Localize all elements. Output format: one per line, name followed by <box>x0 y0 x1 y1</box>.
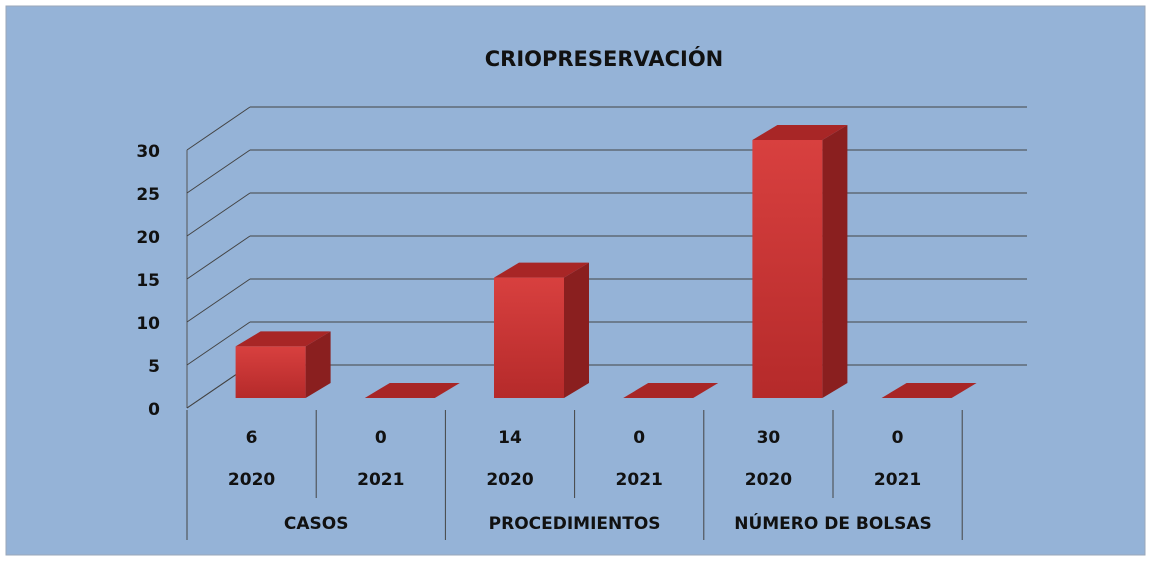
group-label: CASOS <box>284 514 349 534</box>
bar-side <box>822 125 848 398</box>
data-label: 6 <box>246 428 258 448</box>
bar-side <box>305 331 331 398</box>
bar <box>881 383 977 398</box>
grid-line <box>186 192 251 237</box>
data-label: 14 <box>498 428 522 448</box>
bar <box>752 125 848 398</box>
y-tick-label: 20 <box>136 228 160 248</box>
x-tick-label: 2020 <box>745 470 792 490</box>
group-label: PROCEDIMIENTOS <box>489 514 661 534</box>
bar-top <box>235 331 331 347</box>
x-tick-label: 2021 <box>357 470 404 490</box>
y-tick-label: 5 <box>148 357 160 377</box>
bar-top <box>881 383 977 398</box>
grid-line <box>186 235 251 280</box>
bar-top <box>752 125 848 140</box>
bar <box>494 262 589 398</box>
data-label: 0 <box>375 428 387 448</box>
y-tick-label: 10 <box>136 314 160 334</box>
bar-top <box>494 262 589 278</box>
bar-top <box>623 383 719 398</box>
data-label: 0 <box>892 428 904 448</box>
y-tick-label: 15 <box>136 271 160 291</box>
grid-line <box>186 149 251 194</box>
x-tick-label: 2020 <box>228 470 275 490</box>
bar-front <box>752 140 823 398</box>
bar <box>235 331 331 398</box>
grid-line <box>186 106 251 151</box>
grid-line <box>186 278 251 323</box>
bar-side <box>564 262 589 398</box>
bar-front <box>235 346 306 398</box>
bar-front <box>494 277 564 398</box>
data-label: 0 <box>633 428 645 448</box>
x-tick-label: 2021 <box>874 470 921 490</box>
y-tick-label: 30 <box>136 142 160 162</box>
bar <box>623 383 719 398</box>
x-tick-label: 2021 <box>616 470 663 490</box>
bar <box>364 383 460 398</box>
data-label: 30 <box>757 428 781 448</box>
group-label: NÚMERO DE BOLSAS <box>734 512 932 534</box>
chart-title: CRIOPRESERVACIÓN <box>485 46 724 71</box>
bar-top <box>364 383 460 398</box>
y-tick-label: 0 <box>148 400 160 420</box>
plot: 0 5 10 15 20 25 30 6 2020 0 2021 14 2020 0 2021 30 2020 0… <box>136 106 1027 540</box>
x-tick-label: 2020 <box>486 470 533 490</box>
y-tick-label: 25 <box>136 185 160 205</box>
grid-line <box>186 321 251 366</box>
